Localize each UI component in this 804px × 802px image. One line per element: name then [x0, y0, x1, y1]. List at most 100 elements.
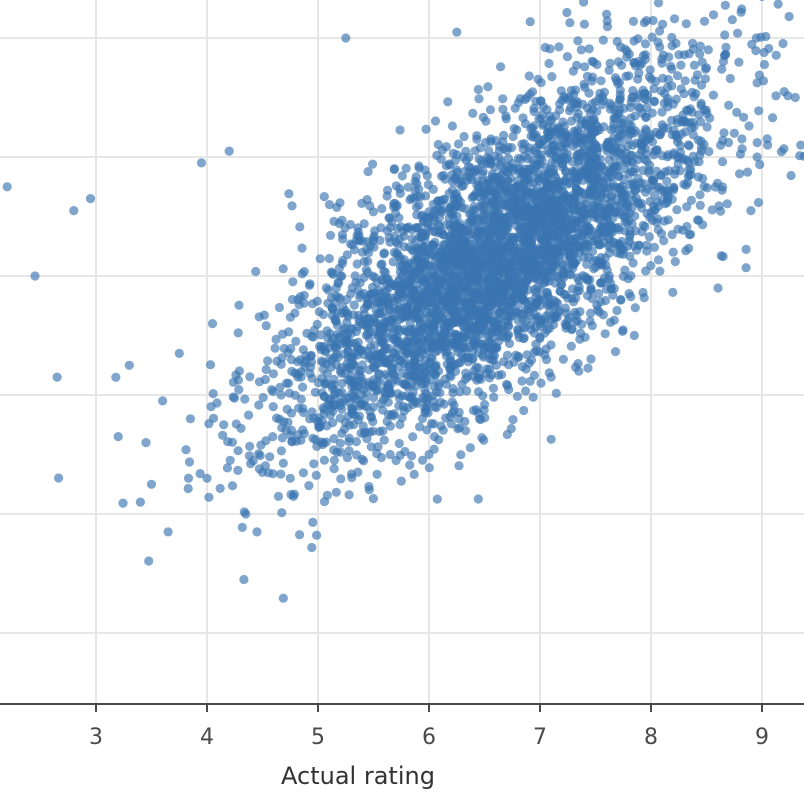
- scatter-point: [662, 176, 672, 186]
- scatter-point: [453, 341, 463, 351]
- scatter-point: [593, 305, 603, 315]
- scatter-point: [439, 194, 450, 204]
- scatter-point: [657, 54, 667, 64]
- scatter-point: [228, 377, 238, 387]
- scatter-point: [525, 17, 535, 27]
- scatter-point: [652, 145, 662, 155]
- scatter-point: [482, 364, 492, 374]
- scatter-point: [546, 372, 556, 382]
- scatter-point: [506, 173, 516, 183]
- scatter-point: [520, 262, 530, 272]
- scatter-point: [331, 487, 341, 497]
- scatter-point: [297, 243, 307, 253]
- scatter-point: [584, 88, 594, 98]
- scatter-point: [628, 16, 639, 26]
- scatter-point: [347, 283, 357, 293]
- scatter-point: [461, 426, 471, 436]
- scatter-point: [310, 387, 320, 397]
- scatter-point: [261, 436, 271, 446]
- scatter-point: [365, 290, 375, 300]
- scatter-point: [468, 205, 479, 215]
- scatter-point: [353, 467, 363, 477]
- scatter-point: [324, 343, 334, 353]
- scatter-point: [544, 222, 554, 232]
- scatter-point: [655, 129, 665, 140]
- scatter-point: [460, 298, 470, 308]
- scatter-point: [452, 27, 462, 37]
- scatter-point: [505, 217, 515, 227]
- scatter-point: [653, 255, 664, 265]
- scatter-point: [233, 328, 243, 338]
- scatter-point: [696, 117, 706, 127]
- scatter-point: [185, 414, 195, 424]
- scatter-point: [420, 191, 431, 201]
- scatter-point: [403, 182, 413, 192]
- scatter-point: [519, 405, 529, 416]
- scatter-point: [288, 277, 298, 287]
- scatter-point: [561, 166, 571, 177]
- scatter-point: [598, 92, 608, 102]
- scatter-point: [329, 445, 339, 455]
- scatter-point: [680, 117, 690, 127]
- scatter-point: [541, 311, 551, 321]
- scatter-point: [380, 388, 390, 398]
- scatter-point: [196, 158, 207, 168]
- scatter-point: [784, 11, 794, 22]
- scatter-point: [254, 449, 264, 459]
- scatter-point: [502, 429, 512, 440]
- scatter-point: [695, 41, 705, 51]
- scatter-point: [337, 387, 347, 397]
- scatter-point: [385, 222, 395, 232]
- scatter-point: [277, 508, 287, 518]
- scatter-point: [545, 190, 555, 200]
- scatter-point: [503, 330, 514, 340]
- scatter-point: [420, 379, 430, 389]
- scatter-point: [163, 527, 173, 537]
- scatter-point: [257, 467, 268, 477]
- scatter-point: [443, 97, 453, 107]
- scatter-point: [561, 308, 571, 318]
- scatter-point: [673, 71, 683, 81]
- scatter-point: [752, 138, 762, 148]
- scatter-point: [597, 260, 607, 270]
- scatter-point: [427, 240, 437, 250]
- scatter-point: [732, 107, 742, 117]
- scatter-point: [696, 142, 707, 152]
- scatter-point: [395, 125, 405, 135]
- scatter-point: [268, 402, 278, 412]
- scatter-point: [554, 183, 564, 193]
- scatter-point: [174, 348, 184, 358]
- scatter-point: [532, 190, 542, 200]
- scatter-point: [318, 364, 328, 374]
- scatter-point: [332, 202, 342, 212]
- scatter-point: [574, 366, 584, 376]
- scatter-point: [408, 432, 418, 442]
- scatter-point: [673, 133, 683, 143]
- scatter-point: [729, 128, 739, 138]
- scatter-point: [486, 158, 496, 168]
- scatter-point: [422, 171, 432, 181]
- scatter-point: [317, 415, 327, 426]
- x-axis-label: Actual rating: [281, 762, 435, 790]
- scatter-point: [337, 428, 347, 438]
- scatter-point: [695, 200, 705, 210]
- scatter-point: [389, 247, 399, 258]
- x-tick-layer: 3 4 5 6 7 8 9: [89, 704, 769, 750]
- scatter-point: [667, 64, 677, 74]
- scatter-point: [234, 366, 244, 376]
- scatter-point: [501, 114, 511, 124]
- scatter-point: [734, 169, 745, 179]
- scatter-point: [341, 33, 351, 43]
- scatter-point: [497, 176, 507, 186]
- scatter-point: [502, 350, 512, 360]
- scatter-point: [530, 309, 540, 320]
- scatter-point: [354, 231, 364, 241]
- x-tick-label: 6: [422, 725, 436, 750]
- scatter-point: [333, 352, 343, 362]
- scatter-point: [544, 212, 554, 222]
- scatter-point: [761, 31, 771, 42]
- scatter-point: [263, 356, 273, 366]
- scatter-point: [439, 170, 449, 180]
- scatter-point: [703, 45, 713, 55]
- scatter-point: [667, 230, 677, 240]
